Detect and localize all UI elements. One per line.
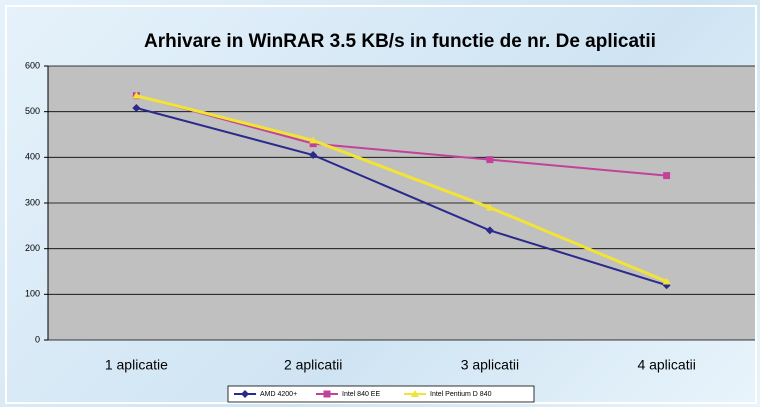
legend-box — [227, 385, 535, 403]
legend-label: Intel 840 EE — [342, 391, 380, 398]
data-point — [309, 136, 318, 144]
data-point — [486, 156, 494, 164]
series-line — [136, 107, 667, 287]
data-point — [663, 172, 671, 180]
legend-label: AMD 4200+ — [260, 391, 297, 398]
chart-frame — [5, 5, 757, 404]
y-tick-label: 500 — [25, 106, 40, 116]
data-point — [485, 203, 494, 211]
x-tick-label: 3 aplicatii — [461, 357, 519, 373]
y-tick-label: 600 — [25, 60, 40, 70]
data-point — [309, 140, 317, 148]
legend-marker — [411, 390, 419, 397]
data-point — [309, 151, 318, 160]
x-tick-label: 2 aplicatii — [284, 357, 342, 373]
series-line — [136, 94, 668, 283]
data-point — [662, 277, 671, 285]
y-tick-label: 200 — [25, 243, 40, 253]
x-tick-label: 1 aplicatie — [105, 357, 168, 373]
legend-marker — [241, 390, 249, 398]
legend-marker — [323, 390, 331, 398]
data-point — [132, 104, 141, 113]
x-tick-label: 4 aplicatii — [637, 357, 695, 373]
y-tick-label: 400 — [25, 152, 40, 162]
chart-title: Arhivare in WinRAR 3.5 KB/s in functie d… — [144, 31, 656, 52]
y-tick-label: 0 — [35, 334, 40, 344]
y-tick-label: 100 — [25, 289, 40, 299]
y-tick-label: 300 — [25, 197, 40, 207]
legend-label: Intel Pentium D 840 — [430, 391, 492, 398]
series-line — [136, 94, 667, 177]
data-point — [132, 91, 141, 99]
data-point — [485, 226, 494, 235]
